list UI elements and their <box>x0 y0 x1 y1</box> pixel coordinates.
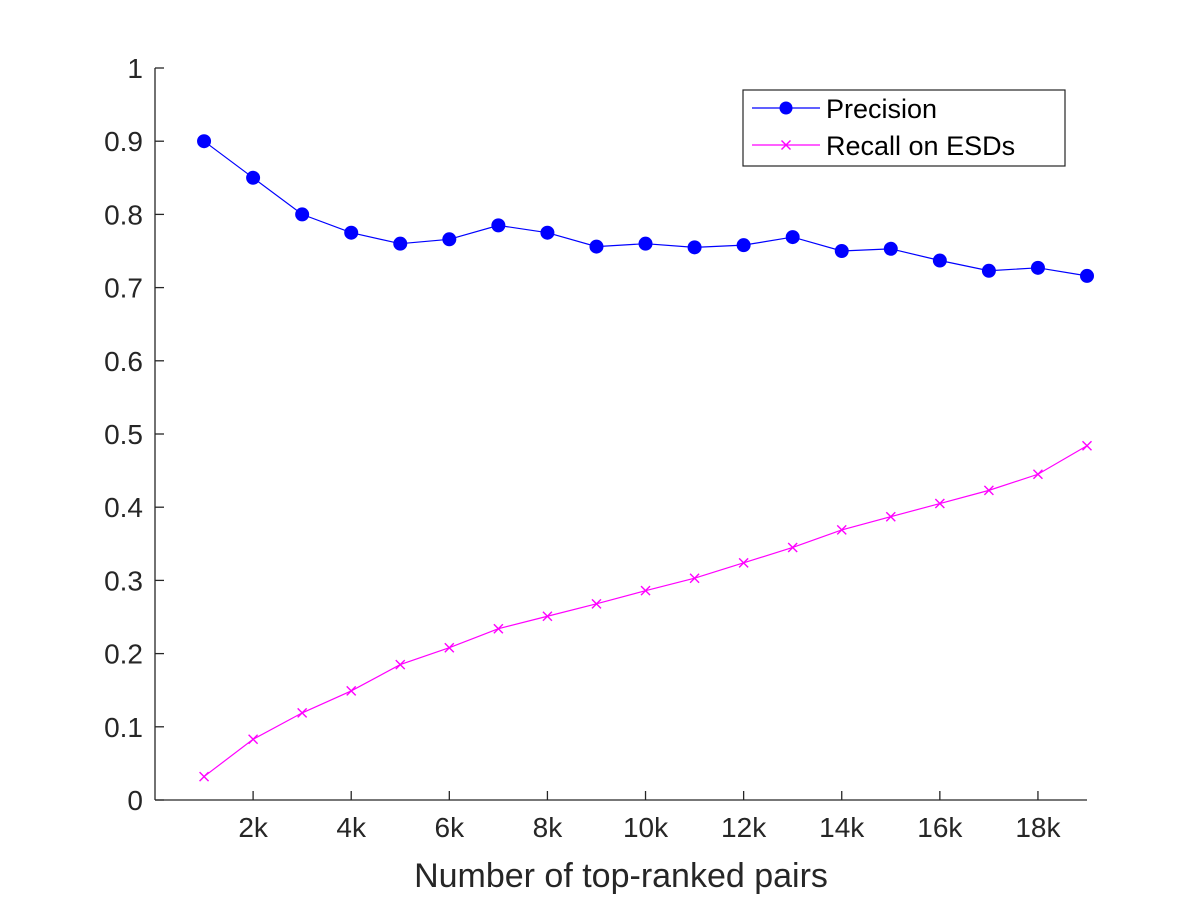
recall-point <box>591 598 602 609</box>
recall-point <box>738 557 749 568</box>
recall-point <box>346 685 357 696</box>
precision-point <box>736 238 751 253</box>
series-layer <box>197 134 1094 782</box>
recall-point-stroke <box>738 557 749 568</box>
y-tick-label: 0.5 <box>104 419 143 450</box>
recall-point <box>836 524 847 535</box>
recall-point-stroke <box>395 659 406 670</box>
precision-point <box>393 236 408 251</box>
legend-recall-label: Recall on ESDs <box>826 131 1015 161</box>
recall-point-stroke <box>199 771 210 782</box>
precision-point <box>344 225 359 240</box>
axes <box>154 68 1087 801</box>
recall-point <box>689 573 700 584</box>
precision-point <box>246 170 261 185</box>
recall-point-stroke <box>1082 440 1092 451</box>
x-tick-label: 18k <box>1015 812 1061 843</box>
x-tick-label: 6k <box>435 812 466 843</box>
legend-marker-stroke <box>781 140 791 150</box>
recall-point-stroke <box>885 511 896 522</box>
precision-point <box>638 236 653 251</box>
recall-point <box>1082 440 1092 451</box>
precision-point <box>687 240 702 255</box>
y-tick-label: 0.7 <box>104 273 143 304</box>
y-tick-label: 0 <box>127 785 143 816</box>
recall-point-stroke <box>689 573 700 584</box>
recall-point <box>395 659 406 670</box>
x-axis-ticks: 2k 4k 6k 8k 10k 12k 14k 16k 18k <box>238 791 1062 843</box>
recall-point <box>542 611 553 622</box>
recall-point <box>983 485 994 496</box>
recall-point <box>787 542 798 553</box>
legend-recall-marker <box>781 140 791 150</box>
x-tick-label: 12k <box>721 812 767 843</box>
legend-precision-label: Precision <box>826 94 937 124</box>
y-tick-label: 0.8 <box>104 199 143 230</box>
recall-point-stroke <box>297 707 308 718</box>
precision-point <box>295 207 310 222</box>
precision-point <box>932 253 947 268</box>
legend-precision-marker <box>779 101 793 115</box>
x-axis-title: Number of top-ranked pairs <box>414 857 828 895</box>
recall-point <box>640 585 651 596</box>
recall-point <box>493 623 504 634</box>
x-tick-label: 4k <box>336 812 367 843</box>
y-axis-ticks: 0 0.1 0.2 0.3 0.4 0.5 0.6 0.7 0.8 0.9 1 <box>104 53 164 816</box>
recall-point-stroke <box>493 623 504 634</box>
recall-point-stroke <box>542 611 553 622</box>
y-tick-label: 0.6 <box>104 346 143 377</box>
precision-point <box>1030 260 1045 275</box>
precision-point <box>883 241 898 256</box>
recall-point <box>199 771 210 782</box>
x-tick-label: 2k <box>238 812 269 843</box>
recall-point <box>885 511 896 522</box>
recall-point-stroke <box>934 498 945 509</box>
recall-point-stroke <box>248 734 259 745</box>
recall-point-stroke <box>640 585 651 596</box>
y-tick-label: 0.4 <box>104 492 143 523</box>
x-tick-label: 10k <box>623 812 669 843</box>
recall-point-stroke <box>983 485 994 496</box>
y-tick-label: 0.2 <box>104 639 143 670</box>
recall-point <box>1032 469 1043 480</box>
y-tick-label: 1 <box>127 53 143 84</box>
y-tick-label: 0.3 <box>104 565 143 596</box>
precision-point <box>491 218 506 233</box>
x-tick-label: 14k <box>819 812 865 843</box>
recall-line <box>203 445 1088 778</box>
x-tick-label: 8k <box>533 812 564 843</box>
y-tick-label: 0.1 <box>104 712 143 743</box>
recall-point-stroke <box>591 598 602 609</box>
legend-box <box>742 89 1066 167</box>
precision-point <box>197 134 212 149</box>
recall-point <box>934 498 945 509</box>
precision-point <box>540 225 555 240</box>
precision-point <box>785 230 800 245</box>
y-tick-label: 0.9 <box>104 126 143 157</box>
recall-point-stroke <box>444 642 455 653</box>
recall-point <box>248 734 259 745</box>
recall-point-stroke <box>1032 469 1043 480</box>
precision-point <box>442 232 457 247</box>
precision-point <box>589 239 604 254</box>
precision-point <box>834 244 849 258</box>
x-tick-label: 16k <box>917 812 963 843</box>
series-recall <box>199 440 1092 782</box>
precision-point <box>1080 268 1094 283</box>
precision-point <box>981 263 996 278</box>
recall-point-stroke <box>346 685 357 696</box>
recall-point <box>297 707 308 718</box>
legend: Precision Recall on ESDs <box>742 89 1066 167</box>
recall-point-stroke <box>836 524 847 535</box>
series-precision <box>197 134 1094 283</box>
recall-point-stroke <box>787 542 798 553</box>
recall-point <box>444 642 455 653</box>
